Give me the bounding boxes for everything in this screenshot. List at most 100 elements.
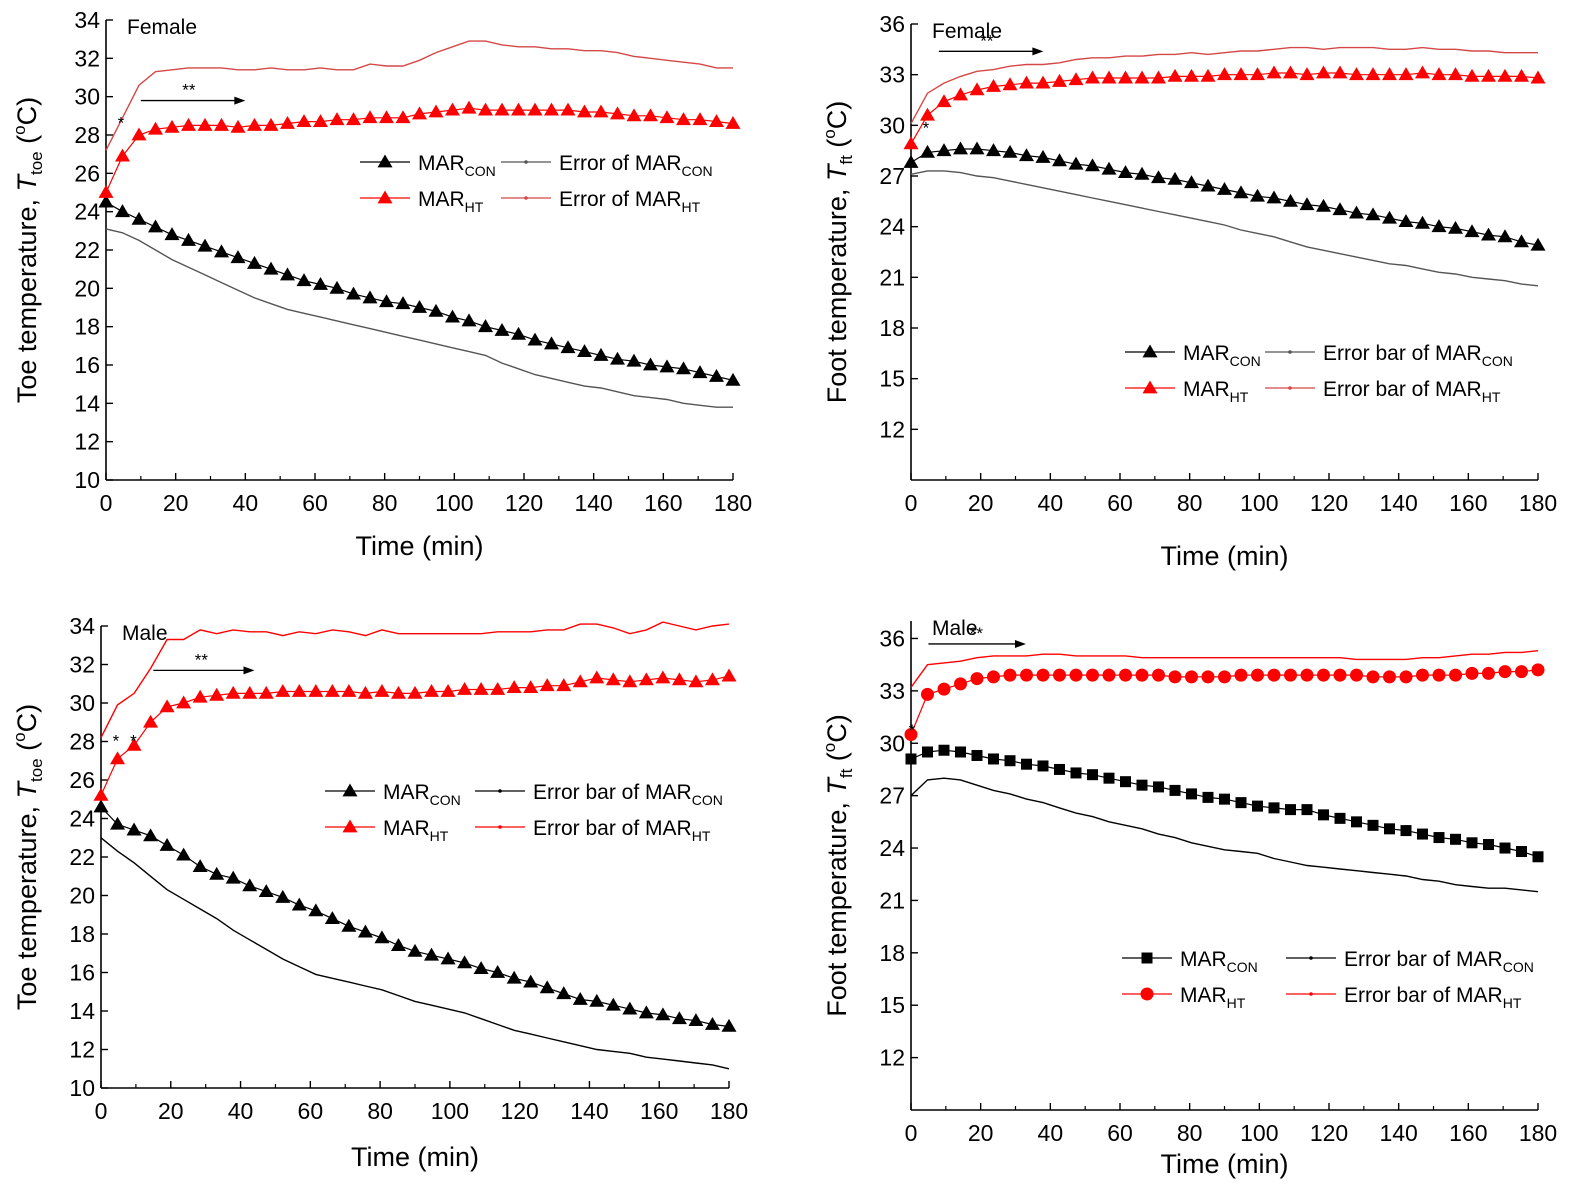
significance-label: ** <box>970 624 984 643</box>
data-point <box>1118 70 1133 84</box>
data-point <box>192 859 208 873</box>
x-tick-label: 120 <box>1310 490 1348 516</box>
legend-label: MARCON <box>383 781 461 808</box>
data-point <box>638 1005 654 1019</box>
data-point <box>1151 170 1166 184</box>
panel-label: Female <box>932 20 1002 43</box>
data-point <box>324 911 340 924</box>
data-point <box>131 211 147 225</box>
y-tick-label: 18 <box>69 921 95 947</box>
y-tick-label: 28 <box>74 122 100 148</box>
legend-label: Error bar of MARHT <box>1323 378 1501 405</box>
series-err_con-1 <box>105 228 733 408</box>
x-axis-title: Time (min) <box>1161 541 1289 571</box>
data-point <box>379 294 394 308</box>
data-point <box>1431 67 1447 81</box>
data-point <box>560 340 576 354</box>
data-point <box>1334 812 1346 824</box>
y-tick-label: 18 <box>74 314 100 340</box>
y-tick-label: 24 <box>74 199 100 225</box>
y-tick-label: 15 <box>879 992 905 1018</box>
data-point <box>1052 153 1067 167</box>
panel-label: Male <box>932 617 978 640</box>
y-tick-label: 24 <box>879 214 905 240</box>
x-tick-label: 40 <box>1038 1120 1064 1146</box>
x-tick-label: 80 <box>1177 1120 1203 1146</box>
series-con-1 <box>910 777 1539 893</box>
data-point <box>920 107 935 121</box>
data-point <box>1184 175 1199 189</box>
arrow-head <box>234 96 246 105</box>
data-point <box>1482 666 1495 680</box>
y-tick-label: 26 <box>69 767 95 793</box>
data-point <box>1267 668 1281 682</box>
data-point <box>424 683 440 697</box>
data-point <box>131 127 147 141</box>
data-point <box>346 286 361 300</box>
data-point <box>1218 670 1231 684</box>
series-line <box>105 228 733 408</box>
y-tick-label: 27 <box>879 163 905 189</box>
data-point <box>922 746 933 758</box>
legend-entry: MARHT <box>1125 378 1249 405</box>
data-point <box>969 82 985 96</box>
x-tick-label: 100 <box>435 490 473 516</box>
data-point <box>407 685 423 699</box>
x-tick-label: 60 <box>298 1098 324 1124</box>
x-tick-label: 180 <box>1519 1120 1557 1146</box>
data-point <box>1186 788 1197 800</box>
data-point <box>1136 779 1148 791</box>
x-tick-label: 100 <box>431 1098 469 1124</box>
y-tick-label: 12 <box>74 429 100 455</box>
data-point <box>98 194 114 208</box>
data-point <box>275 889 291 903</box>
data-point <box>1250 188 1265 202</box>
data-point <box>988 753 999 765</box>
data-point <box>1101 70 1117 84</box>
x-tick-label: 40 <box>1038 490 1064 516</box>
data-point <box>1185 670 1198 684</box>
data-point <box>428 104 444 118</box>
data-point <box>1415 65 1430 79</box>
legend-label: MARCON <box>1183 342 1261 369</box>
data-point <box>589 993 605 1007</box>
x-tick-label: 60 <box>302 490 328 516</box>
legend-marker <box>1141 952 1153 964</box>
data-point <box>490 682 506 695</box>
data-point <box>1135 668 1149 682</box>
y-tick-label: 21 <box>879 264 905 290</box>
legend-marker <box>342 783 358 797</box>
data-point <box>407 943 423 957</box>
series-line <box>910 46 1538 124</box>
data-point <box>1417 828 1428 840</box>
y-tick-label: 22 <box>74 237 100 263</box>
data-point <box>424 947 440 961</box>
series-line <box>105 40 733 151</box>
data-point <box>1068 156 1084 170</box>
data-point <box>1102 668 1116 682</box>
data-point <box>593 347 609 361</box>
data-point <box>1515 665 1528 679</box>
data-point <box>1481 68 1496 82</box>
legend-label: Error bar of MARCON <box>1344 948 1534 975</box>
x-tick-label: 20 <box>163 490 189 516</box>
data-point <box>692 112 708 126</box>
data-point <box>1398 67 1414 81</box>
data-point <box>937 682 951 696</box>
data-point <box>445 309 460 323</box>
data-point <box>1120 776 1131 788</box>
data-point <box>296 273 312 287</box>
data-point <box>242 878 258 892</box>
data-point <box>1101 161 1117 175</box>
data-point <box>1020 668 1033 682</box>
data-point <box>1432 668 1446 682</box>
data-point <box>390 938 406 951</box>
data-point <box>1382 67 1397 81</box>
data-point <box>688 674 704 688</box>
legend-marker <box>342 819 358 833</box>
data-point <box>1266 65 1282 79</box>
data-point <box>490 965 506 978</box>
data-point <box>280 267 295 281</box>
data-point <box>527 332 543 346</box>
data-point <box>622 674 638 688</box>
